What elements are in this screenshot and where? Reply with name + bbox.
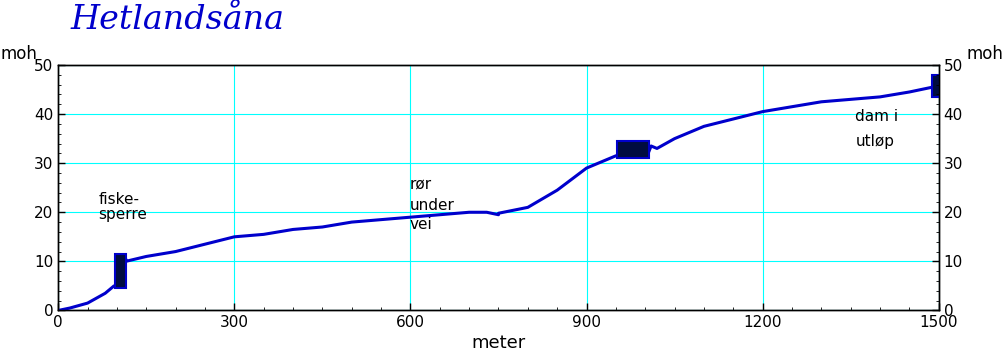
Text: rør: rør (409, 178, 431, 193)
Bar (617, 141, 649, 158)
Text: dam i: dam i (855, 109, 898, 124)
Text: fiske-: fiske- (98, 192, 139, 207)
Text: under: under (409, 197, 453, 213)
Text: vei: vei (409, 217, 431, 232)
Text: moh: moh (965, 45, 1002, 63)
Bar (931, 75, 939, 97)
Text: Hetlandsåna: Hetlandsåna (70, 4, 284, 36)
Bar (115, 254, 125, 288)
Text: moh: moh (0, 45, 37, 63)
Text: sperre: sperre (98, 207, 146, 222)
Text: utløp: utløp (855, 134, 894, 149)
X-axis label: meter: meter (470, 335, 526, 352)
